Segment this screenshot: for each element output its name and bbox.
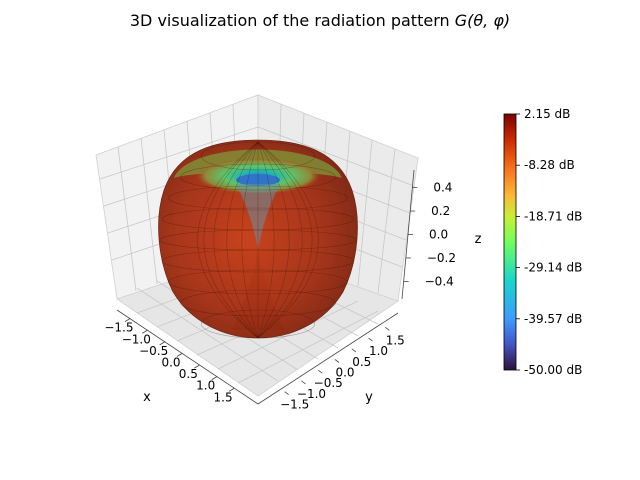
x-tick	[124, 318, 131, 322]
z-tick-label: 0.2	[431, 204, 450, 218]
z-axis-ticks: −0.4 −0.2 0.0 0.2 0.4	[403, 181, 456, 288]
colorbar-ticks: 2.15 dB -8.28 dB -18.71 dB -29.14 dB -39.57 …	[516, 107, 582, 377]
y-tick-label: −1.5	[280, 398, 309, 412]
mesh-meridian	[241, 141, 259, 339]
colorbar-tick-label: -8.28 dB	[524, 158, 575, 172]
x-tick	[211, 376, 217, 381]
colorbar-tick-label: 2.15 dB	[524, 107, 570, 121]
mesh-meridian	[257, 141, 313, 339]
mesh-parallel	[180, 163, 336, 191]
top-null	[236, 174, 280, 186]
mesh-meridian	[213, 141, 259, 339]
x-tick-label: −1.5	[104, 321, 133, 335]
x-tick-label: 0.5	[179, 367, 198, 381]
y-tick-label: −0.5	[314, 376, 343, 390]
mesh-parallel	[159, 229, 357, 251]
z-axis-label: z	[475, 232, 482, 247]
y-tick-label: 1.0	[369, 344, 388, 358]
y-tick-label: 0.5	[352, 355, 371, 369]
y-tick-label: 1.5	[386, 333, 405, 347]
y-tick	[385, 326, 390, 331]
y-tick	[301, 380, 306, 385]
mesh-parallel	[168, 185, 348, 211]
y-axis-label: y	[365, 390, 373, 405]
y-tick-label: −1.0	[297, 387, 326, 401]
mesh-parallel	[161, 207, 355, 231]
mesh-meridian	[226, 141, 259, 339]
mesh-meridian	[257, 141, 290, 339]
x-tick-label: 1.0	[196, 379, 215, 393]
mesh-parallel	[161, 249, 355, 273]
colorbar-tick-label: -39.57 dB	[524, 312, 582, 326]
y-tick-label: 0.0	[335, 366, 354, 380]
mesh-meridian	[257, 141, 303, 339]
y-tick	[351, 348, 357, 353]
chart-title: 3D visualization of the radiation patter…	[130, 11, 510, 30]
y-tick	[334, 359, 340, 363]
colorbar-bar	[503, 113, 517, 371]
colorbar-tick-label: -29.14 dB	[524, 261, 582, 275]
y-tick	[317, 369, 323, 374]
x-tick-label: 0.0	[161, 356, 180, 370]
mesh-parallel	[180, 289, 336, 317]
colorbar-tick-label: -18.71 dB	[524, 209, 582, 223]
y-tick	[284, 391, 289, 396]
mesh-meridian	[203, 141, 259, 339]
x-tick	[194, 364, 200, 369]
x-tick	[176, 353, 183, 357]
x-tick	[142, 329, 148, 334]
x-axis-label: x	[143, 390, 151, 405]
y-axis-ticks: −1.5−1.0−0.50.00.51.01.5	[280, 326, 405, 412]
y-tick	[368, 337, 373, 342]
mesh-parallel	[201, 309, 315, 339]
mesh-parallel	[168, 269, 348, 295]
colorbar-tick-label: -50.00 dB	[524, 363, 582, 377]
upper-funnel	[236, 184, 280, 250]
z-tick-label: 0.0	[429, 228, 448, 242]
x-axis-ticks: −1.5−1.0−0.50.00.51.01.5	[104, 318, 235, 404]
mesh-meridian	[257, 141, 319, 339]
radiation-surface	[158, 139, 358, 339]
z-tick-label: −0.4	[425, 274, 454, 288]
x-tick	[159, 341, 165, 346]
z-tick-label: 0.4	[433, 181, 452, 195]
surface-mesh	[159, 141, 357, 339]
mesh-meridian	[257, 141, 275, 339]
x-tick	[228, 388, 235, 392]
colorbar: 2.15 dB -8.28 dB -18.71 dB -29.14 dB -39.57 …	[503, 107, 582, 377]
z-tick-label: −0.2	[427, 251, 456, 265]
mesh-parallel	[201, 141, 315, 171]
x-tick-label: 1.5	[214, 390, 233, 404]
x-tick-label: −1.0	[122, 332, 151, 346]
mesh-meridian	[197, 141, 259, 339]
x-tick-label: −0.5	[139, 344, 168, 358]
